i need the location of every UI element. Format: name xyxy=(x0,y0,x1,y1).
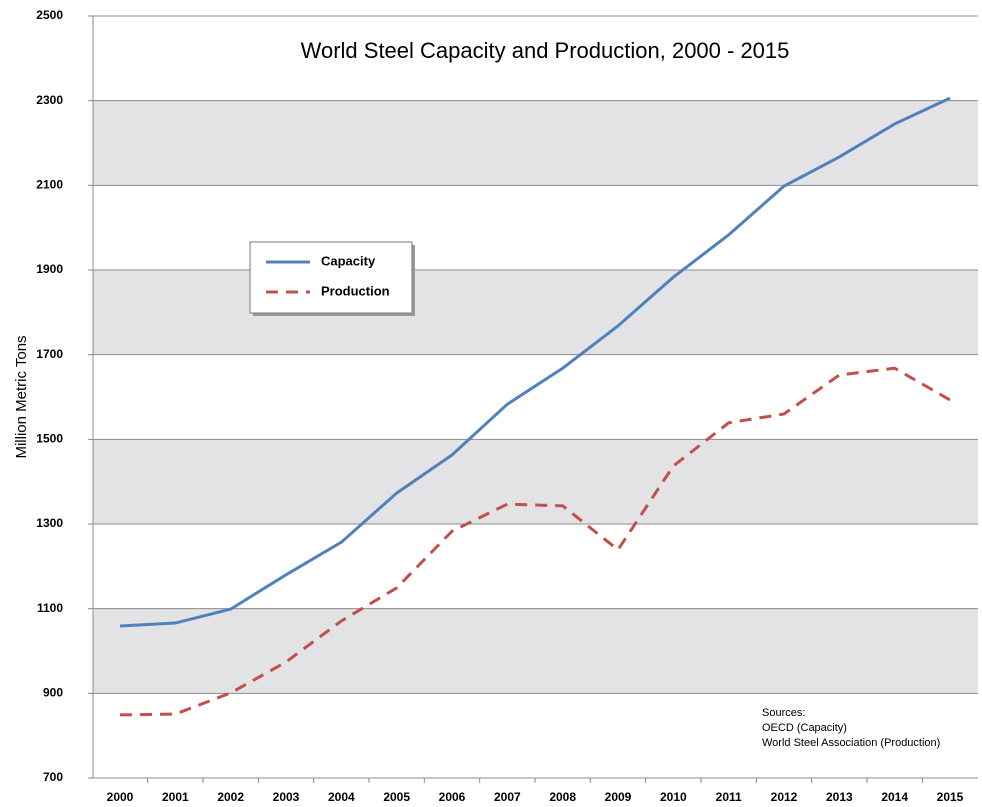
y-tick-label: 700 xyxy=(43,770,63,784)
legend-box xyxy=(249,241,413,314)
x-tick-label: 2007 xyxy=(494,790,521,804)
grid-band xyxy=(93,270,978,355)
x-tick-label: 2004 xyxy=(328,790,355,804)
y-tick-label: 900 xyxy=(43,686,63,700)
grid-band xyxy=(93,608,978,694)
x-tick-label: 2008 xyxy=(549,790,576,804)
y-tick-label: 2300 xyxy=(36,93,63,107)
legend-label: Capacity xyxy=(321,253,376,268)
y-tick-label: 1500 xyxy=(36,432,63,446)
annotation: OECD (Capacity) xyxy=(762,722,847,734)
y-tick-label: 1100 xyxy=(37,601,63,615)
annotation: World Steel Association (Production) xyxy=(762,737,940,749)
x-tick-label: 2014 xyxy=(881,790,908,804)
y-tick-label: 1300 xyxy=(36,516,63,530)
series-line xyxy=(119,366,951,717)
x-tick-label: 2009 xyxy=(605,790,632,804)
x-tick-label: 2001 xyxy=(162,790,189,804)
x-tick-label: 2000 xyxy=(107,790,134,804)
grid-band xyxy=(93,100,978,186)
chart-title: World Steel Capacity and Production, 200… xyxy=(301,38,790,63)
x-tick-label: 2012 xyxy=(771,790,798,804)
x-tick-label: 2010 xyxy=(660,790,687,804)
y-tick-label: 1700 xyxy=(36,347,63,361)
x-tick-label: 2013 xyxy=(826,790,853,804)
y-tick-label: 2100 xyxy=(36,178,63,192)
y-tick-label: 2500 xyxy=(36,8,63,22)
x-tick-label: 2011 xyxy=(716,790,742,804)
grid-band xyxy=(93,439,978,524)
y-axis-label: Million Metric Tons xyxy=(13,335,30,458)
x-tick-label: 2006 xyxy=(439,790,466,804)
x-tick-label: 2015 xyxy=(937,790,964,804)
annotation: Sources: xyxy=(762,707,805,719)
y-tick-label: 1900 xyxy=(36,262,63,276)
x-tick-label: 2003 xyxy=(273,790,300,804)
series-line xyxy=(119,96,951,628)
x-tick-label: 2005 xyxy=(383,790,410,804)
legend: Capacity Production xyxy=(249,241,415,316)
x-tick-label: 2002 xyxy=(217,790,244,804)
legend-label: Production xyxy=(321,283,390,298)
